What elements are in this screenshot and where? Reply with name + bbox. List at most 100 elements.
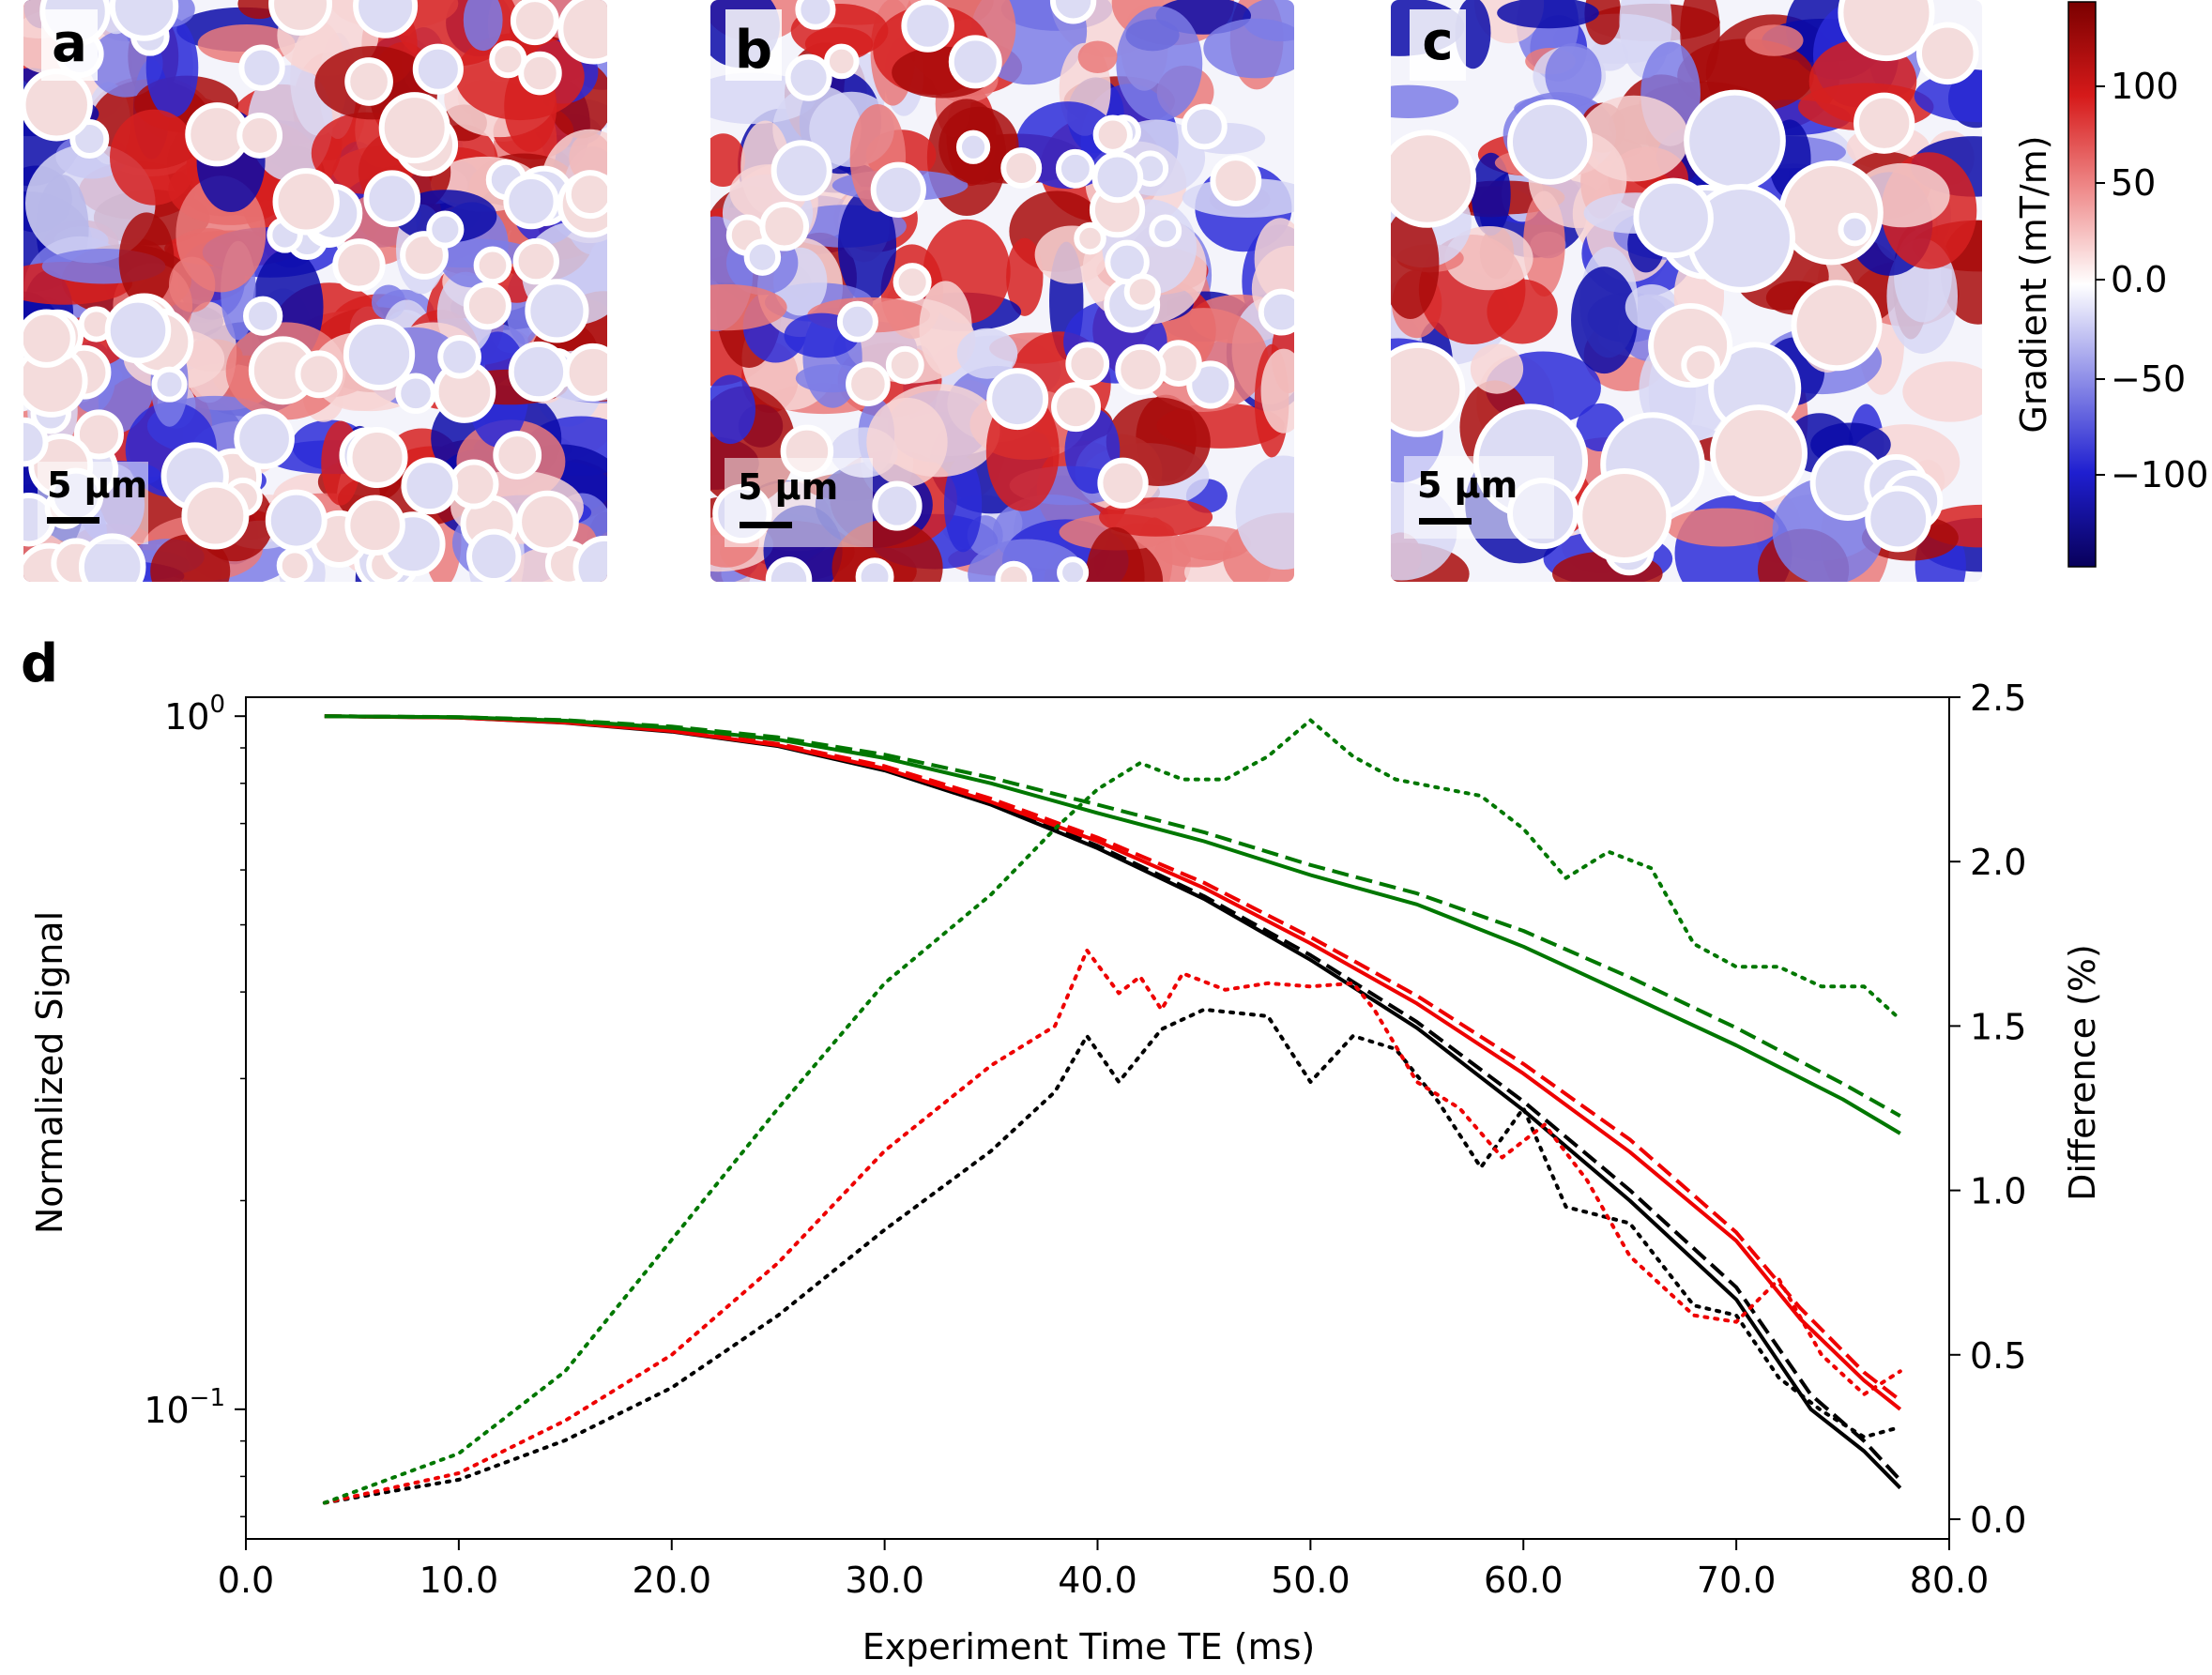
fiber-circle: [1577, 467, 1672, 563]
fiber-circle: [236, 113, 283, 159]
series-line-dashed: [324, 714, 1902, 1402]
fiber-circle: [234, 408, 295, 469]
y2-tick-label: 2.0: [1970, 842, 2026, 883]
fiber-circle: [268, 0, 332, 36]
fiber-circle: [353, 0, 419, 38]
colorbar-tick-label: 50: [2111, 162, 2156, 204]
field-blob: [1391, 208, 1440, 319]
field-blob: [943, 456, 983, 553]
panel-a-label-bg: [41, 9, 98, 81]
field-blob: [1077, 40, 1118, 73]
fiber-circle: [885, 345, 924, 385]
fiber-circle: [836, 300, 878, 343]
fiber-circle: [473, 246, 512, 285]
panel-c: c 5 µm: [1391, 0, 1982, 582]
fiber-circle: [901, 0, 954, 53]
fiber-circle: [1710, 404, 1808, 503]
fiber-circle: [23, 417, 49, 467]
fiber-circle: [518, 51, 562, 96]
x-tick-label: 0.0: [218, 1560, 274, 1601]
fiber-circle: [1681, 345, 1720, 385]
field-blob: [1006, 237, 1044, 316]
x-axis: 0.0 10.0 20.0 30.0 40.0 50.0 60.0 70.0 80.0: [218, 1539, 1989, 1601]
scale-bar-c-text: 5 µm: [1417, 464, 1518, 506]
fiber-circle: [449, 459, 499, 510]
scale-bar-b-text: 5 µm: [738, 466, 838, 508]
fiber-circle: [1000, 147, 1043, 190]
fiber-circle: [272, 168, 340, 236]
x-tick-label: 70.0: [1697, 1560, 1777, 1601]
colorbar-tick-label: −100: [2111, 454, 2208, 495]
fiber-circle: [1391, 129, 1477, 228]
fiber-circle: [346, 427, 408, 489]
y2-tick-label: 1.0: [1970, 1171, 2026, 1212]
panel-b-label-bg: [725, 9, 782, 81]
fiber-circle: [493, 431, 542, 480]
panel-b-label: b: [735, 20, 772, 81]
field-blob: [866, 397, 948, 487]
fiber-circle: [1258, 288, 1294, 336]
line-chart: 0.0 10.0 20.0 30.0 40.0 50.0 60.0 70.0 80.0 1001…: [29, 678, 2103, 1667]
field-blob: [710, 133, 745, 188]
fiber-circle: [378, 92, 450, 164]
colorbar-label: Gradient (mT/m): [2013, 135, 2054, 433]
y2-axis-label: Difference (%): [2062, 944, 2103, 1201]
fiber-circle: [295, 350, 343, 399]
fiber-circle: [463, 282, 511, 330]
x-axis-label: Experiment Time TE (ms): [862, 1626, 1315, 1667]
fiber-circle: [795, 0, 836, 30]
fiber-circle: [855, 557, 894, 582]
fiber-circle: [510, 0, 559, 46]
y-tick-label: 10−1: [144, 1384, 225, 1431]
scale-bar-c-bg: [1404, 456, 1554, 539]
fiber-circle: [1149, 214, 1182, 248]
panel-b: b 5 µm: [710, 0, 1294, 582]
fiber-circle: [557, 0, 607, 65]
series-line-dotted: [322, 1007, 1902, 1505]
field-blob: [110, 109, 198, 206]
y-axis-left: 100 10−1: [144, 691, 246, 1517]
fiber-circle: [1097, 457, 1149, 509]
y-axis-label: Normalized Signal: [29, 911, 70, 1234]
series-group: [322, 714, 1902, 1505]
field-blob: [1745, 24, 1804, 56]
fiber-circle: [870, 161, 926, 218]
fiber-circle: [1915, 22, 1979, 85]
fiber-circle: [1091, 151, 1144, 204]
y-tick-label: 100: [164, 691, 225, 738]
scale-bar-a-text: 5 µm: [47, 464, 147, 506]
field-blob: [1584, 0, 1622, 45]
field-blob: [168, 256, 216, 312]
fiber-circle: [1838, 0, 1935, 62]
field-blob: [1571, 266, 1638, 374]
y2-tick-label: 2.5: [1970, 678, 2026, 719]
fiber-circle: [1181, 103, 1228, 150]
fiber-circle: [743, 238, 782, 276]
fiber-circle: [1115, 343, 1167, 395]
y-axis-right: 0.0 0.5 1.0 1.5 2.0 2.5: [1949, 678, 2026, 1541]
fiber-circle: [104, 297, 172, 364]
fiber-circle: [437, 334, 481, 379]
scale-bar-b-bg: [725, 458, 873, 547]
fiber-circle: [238, 44, 285, 91]
field-blob: [1471, 152, 1511, 236]
scale-bar-a-bg: [38, 462, 148, 544]
field-blob: [1579, 95, 1689, 182]
fiber-circle: [466, 528, 522, 582]
panel-a-label: a: [52, 13, 87, 74]
series-line-dashed: [324, 714, 1902, 1482]
colorbar-tick-label: −50: [2111, 358, 2186, 400]
fiber-circle: [508, 341, 570, 403]
field-blob: [1235, 455, 1294, 571]
field-blob: [710, 283, 787, 331]
fiber-circle: [395, 373, 436, 415]
field-blob: [1116, 6, 1203, 122]
fiber-circle: [332, 238, 386, 292]
field-blob: [1391, 84, 1459, 119]
fiber-circle: [955, 129, 991, 164]
fiber-circle: [23, 69, 93, 142]
fiber-circle: [1506, 99, 1594, 185]
field-blob: [1497, 0, 1599, 29]
panel-d-label: d: [21, 633, 58, 694]
field-blob: [463, 0, 503, 52]
